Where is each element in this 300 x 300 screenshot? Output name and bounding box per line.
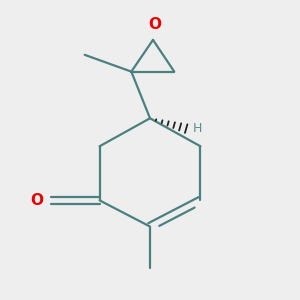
Text: O: O (30, 193, 43, 208)
Text: O: O (148, 17, 161, 32)
Text: H: H (193, 122, 202, 135)
